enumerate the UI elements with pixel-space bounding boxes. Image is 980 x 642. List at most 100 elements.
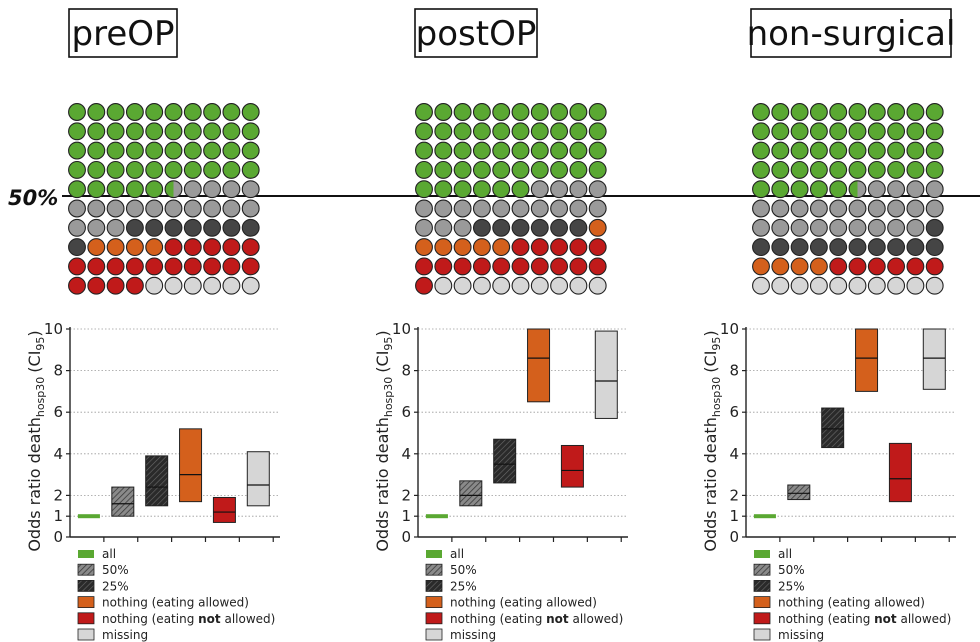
waffle-dot bbox=[887, 122, 906, 141]
y-axis-label: Odds ratio deathhosp30(CI95) bbox=[25, 330, 47, 551]
waffle-dot bbox=[829, 160, 848, 179]
waffle-dot bbox=[752, 180, 770, 199]
waffle-dot bbox=[145, 141, 164, 160]
waffle-dot bbox=[68, 199, 86, 218]
waffle-dot bbox=[145, 276, 164, 295]
waffle-chart bbox=[752, 103, 944, 295]
waffle-dot bbox=[925, 238, 944, 257]
waffle-dot bbox=[492, 276, 511, 295]
y-tick-label: 6 bbox=[729, 403, 739, 421]
waffle-dot bbox=[790, 218, 809, 237]
legend-swatch bbox=[77, 628, 95, 641]
waffle-dot bbox=[569, 160, 588, 179]
odds-bar-box bbox=[246, 451, 270, 507]
odds-bar-box bbox=[855, 328, 879, 392]
waffle-dot bbox=[530, 276, 549, 295]
waffle-dot bbox=[434, 199, 453, 218]
waffle-dot bbox=[887, 276, 906, 295]
waffle-dot bbox=[550, 122, 569, 141]
odds-bar-4 bbox=[888, 442, 912, 503]
waffle-dot bbox=[68, 238, 86, 257]
legend-swatch bbox=[426, 550, 442, 558]
legend-label: nothing (eating allowed) bbox=[450, 596, 597, 610]
waffle-dot bbox=[472, 103, 491, 121]
waffle-dot bbox=[472, 122, 491, 141]
waffle-dot bbox=[492, 218, 511, 237]
waffle-dot bbox=[771, 141, 790, 160]
waffle-dot bbox=[87, 276, 106, 295]
waffle-dot bbox=[106, 160, 125, 179]
waffle-dot bbox=[203, 238, 222, 257]
waffle-dot bbox=[829, 238, 848, 257]
waffle-dot bbox=[588, 122, 607, 141]
legend-label: missing bbox=[778, 628, 824, 642]
panel-title: postOP bbox=[416, 14, 537, 54]
waffle-dot bbox=[453, 238, 472, 257]
odds-ratio-axis: 0 1 2 4 6 8 10 bbox=[392, 320, 628, 546]
odds-bar-reference bbox=[77, 514, 100, 519]
waffle-dot bbox=[887, 238, 906, 257]
waffle-dot bbox=[222, 238, 241, 257]
waffle-dot bbox=[203, 218, 222, 237]
odds-ratio-axis: 0 1 2 4 6 8 10 bbox=[44, 320, 280, 546]
waffle-dot bbox=[790, 180, 809, 199]
waffle-dot bbox=[790, 199, 809, 218]
odds-bar-box bbox=[527, 328, 551, 403]
waffle-dot bbox=[550, 160, 569, 179]
waffle-dot bbox=[530, 218, 549, 237]
waffle-dot bbox=[848, 276, 867, 295]
waffle-dot bbox=[867, 122, 886, 141]
waffle-dot bbox=[867, 218, 886, 237]
odds-bar-box bbox=[560, 444, 584, 488]
waffle-dot bbox=[511, 160, 530, 179]
waffle-dot bbox=[906, 180, 925, 199]
waffle-dot bbox=[415, 276, 433, 295]
waffle-dot bbox=[848, 199, 867, 218]
waffle-dot bbox=[771, 122, 790, 141]
waffle-dot bbox=[511, 180, 530, 199]
waffle-dot bbox=[415, 141, 433, 160]
waffle-dot bbox=[106, 218, 125, 237]
waffle-dot bbox=[68, 122, 86, 141]
waffle-dot bbox=[906, 218, 925, 237]
legend-swatch bbox=[425, 580, 443, 592]
waffle-dot bbox=[106, 238, 125, 257]
waffle-dot bbox=[887, 141, 906, 160]
waffle-dot bbox=[569, 238, 588, 257]
waffle-dot bbox=[790, 122, 809, 141]
waffle-dot bbox=[809, 276, 828, 295]
waffle-dot bbox=[453, 257, 472, 276]
waffle-dot bbox=[164, 180, 183, 199]
waffle-dot bbox=[106, 141, 125, 160]
waffle-dot bbox=[222, 257, 241, 276]
waffle-dot bbox=[511, 199, 530, 218]
waffle-dot bbox=[530, 199, 549, 218]
waffle-dot bbox=[203, 180, 222, 199]
waffle-dot bbox=[106, 180, 125, 199]
odds-bar-3 bbox=[179, 428, 203, 503]
y-tick-label: 4 bbox=[53, 445, 63, 463]
waffle-dot bbox=[68, 276, 86, 295]
waffle-dot bbox=[164, 276, 183, 295]
waffle-dot bbox=[790, 141, 809, 160]
waffle-dot bbox=[569, 199, 588, 218]
waffle-dot bbox=[752, 218, 770, 237]
waffle-dot bbox=[241, 199, 260, 218]
y-tick-label: 0 bbox=[729, 528, 739, 546]
waffle-dot bbox=[203, 122, 222, 141]
waffle-dot bbox=[472, 199, 491, 218]
odds-bar-2 bbox=[493, 438, 517, 484]
waffle-dot bbox=[887, 199, 906, 218]
waffle-dot bbox=[241, 122, 260, 141]
legend-swatch bbox=[753, 628, 771, 641]
waffle-dot bbox=[183, 257, 202, 276]
waffle-dot bbox=[472, 257, 491, 276]
waffle-dot bbox=[569, 218, 588, 237]
waffle-dot bbox=[415, 257, 433, 276]
waffle-dot bbox=[87, 160, 106, 179]
waffle-dot bbox=[241, 141, 260, 160]
waffle-dot bbox=[125, 257, 144, 276]
waffle-dot bbox=[222, 276, 241, 295]
waffle-dot bbox=[809, 141, 828, 160]
waffle-dot bbox=[530, 257, 549, 276]
